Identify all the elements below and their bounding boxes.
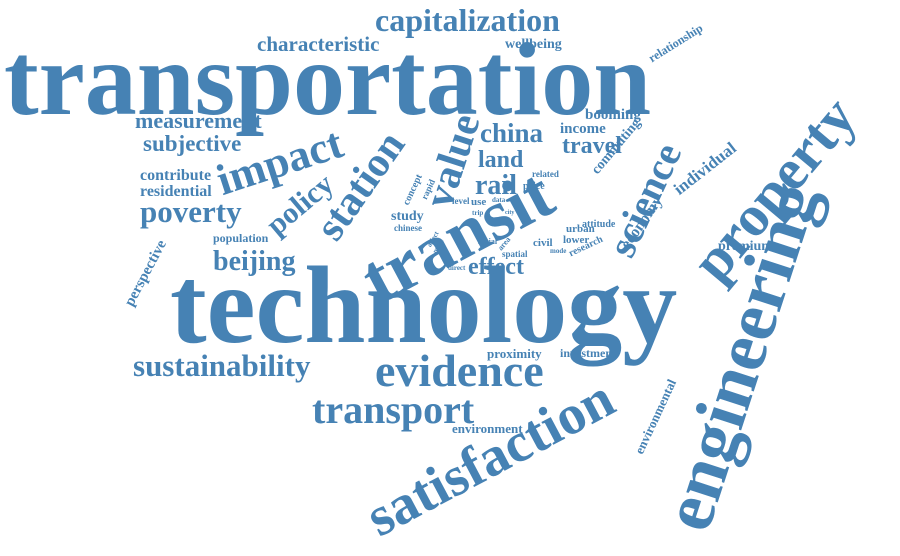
word: travel	[562, 133, 622, 159]
word: investment	[560, 346, 616, 360]
word: evidence	[375, 345, 544, 396]
word: related	[532, 169, 559, 179]
word: level	[452, 196, 470, 206]
word: direct	[448, 264, 466, 272]
word: population	[213, 231, 269, 245]
word: poverty	[140, 194, 242, 229]
word: technology	[170, 244, 678, 366]
word: premium	[718, 239, 773, 254]
word: price	[523, 181, 545, 192]
word: trip	[472, 209, 484, 217]
word: urban	[566, 223, 595, 235]
word: lower	[563, 234, 590, 246]
word: capitalization	[375, 2, 560, 38]
word: beijing	[213, 246, 296, 277]
word: perspective	[121, 237, 170, 310]
word: transportation	[4, 22, 652, 137]
word: use	[471, 196, 487, 208]
word: residential	[140, 183, 212, 200]
word: mode	[550, 247, 567, 255]
word: city	[505, 210, 515, 216]
word: income	[560, 121, 606, 137]
word: transport	[312, 387, 475, 432]
word: proximity	[487, 346, 542, 361]
word: social	[478, 237, 498, 246]
word: relationship	[645, 20, 706, 66]
word: measurement	[135, 108, 262, 133]
word: rail	[475, 170, 517, 201]
word: subjective	[143, 131, 242, 156]
word: civil	[533, 237, 553, 249]
word: characteristic	[257, 32, 380, 56]
word: land	[478, 147, 524, 173]
word: booming	[585, 107, 641, 123]
word: environment	[452, 421, 523, 436]
word: contribute	[140, 167, 212, 184]
word: china	[480, 118, 544, 148]
word: wellbeing	[505, 37, 562, 52]
word: effect	[468, 254, 524, 280]
word: sustainability	[133, 348, 311, 383]
word: attitude	[582, 219, 616, 230]
word: study	[391, 209, 424, 224]
word: spatial	[502, 249, 528, 259]
word: chinese	[394, 223, 422, 233]
word: data	[492, 196, 506, 204]
